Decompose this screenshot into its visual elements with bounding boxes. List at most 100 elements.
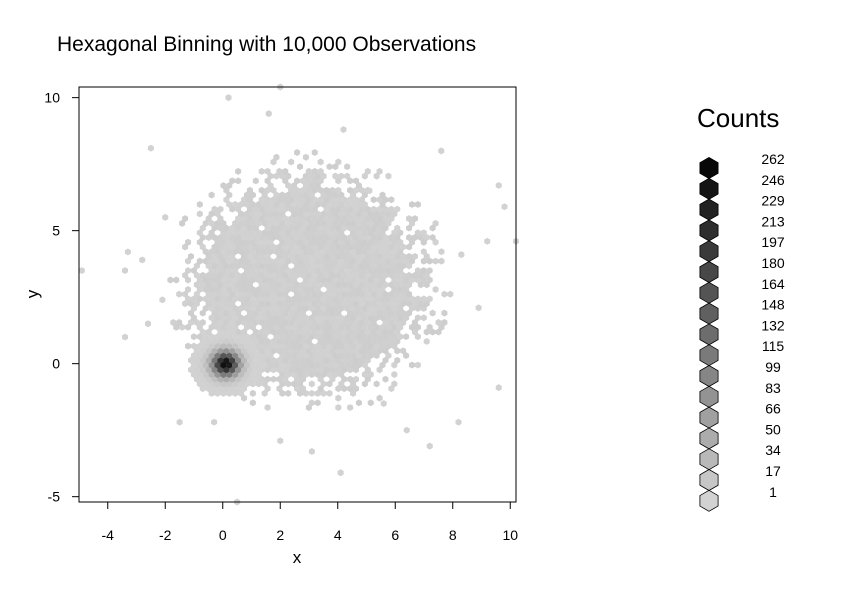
hex-cell (326, 371, 333, 378)
hex-cell (323, 262, 330, 270)
hex-cell (270, 205, 277, 213)
hex-cell (353, 186, 360, 194)
hex-cell (193, 300, 200, 308)
hex-cell (220, 333, 227, 341)
hex-cell (223, 252, 230, 260)
hex-cell (199, 328, 206, 336)
hex-cell (282, 319, 289, 326)
hex-cell (279, 314, 286, 322)
hex-cell (299, 262, 306, 270)
hex-cell (294, 177, 301, 185)
hex-cell (288, 366, 295, 374)
hex-cell (350, 380, 357, 388)
hex-cell (208, 229, 215, 237)
hex-cell (341, 385, 348, 393)
hex-cell (246, 262, 253, 270)
hex-cell (302, 323, 309, 331)
hex-cell (364, 366, 371, 374)
hex-cell (329, 196, 336, 204)
hex-cell (311, 234, 318, 241)
hex-cell (353, 366, 360, 374)
hex-cell (291, 304, 298, 312)
hex-cell (226, 361, 233, 369)
hex-cell (355, 352, 362, 360)
hex-cell (252, 319, 259, 326)
hex-cell (302, 361, 309, 369)
hex-cell (273, 210, 280, 218)
hex-cell (267, 248, 274, 256)
hex-cell (238, 229, 245, 237)
hex-cell (414, 229, 421, 237)
hex-cell (344, 248, 351, 256)
hex-cell (382, 224, 389, 232)
hex-cell (267, 200, 274, 208)
hex-cell (214, 267, 221, 275)
hex-cell (217, 243, 224, 251)
hex-cell (217, 319, 224, 326)
hex-cell (190, 295, 197, 303)
hex-cell (285, 248, 292, 256)
hex-cell (335, 319, 342, 326)
hex-cell (223, 347, 230, 355)
hex-cell (220, 286, 227, 293)
hex-cell (373, 229, 380, 237)
hex-cell (347, 300, 354, 308)
hex-cell (397, 267, 404, 275)
hex-cell (264, 366, 271, 374)
hex-cell (338, 229, 345, 237)
hex-cell (273, 191, 280, 199)
hex-cell (220, 295, 227, 303)
hex-cell (355, 304, 362, 312)
hex-cell (217, 234, 224, 241)
hex-cell (341, 252, 348, 260)
x-axis: -4 -2 0 2 4 6 8 10 (102, 501, 518, 543)
hex-cell (426, 295, 433, 303)
hex-cell (347, 205, 354, 213)
hex-cell (341, 215, 348, 223)
hex-cell (373, 304, 380, 312)
hex-cell (338, 333, 345, 341)
hex-cell (270, 347, 277, 355)
legend-hex (699, 385, 719, 408)
hex-cell (279, 248, 286, 256)
hex-cell (394, 234, 401, 241)
x-tick-label: 2 (276, 527, 284, 543)
hex-cell (358, 337, 365, 345)
hex-cell (223, 271, 230, 279)
hex-cell (211, 347, 218, 355)
hex-cell (232, 295, 239, 303)
hex-cell (364, 167, 371, 175)
hex-cell (361, 229, 368, 237)
hex-cell (288, 356, 295, 364)
hex-cell (226, 389, 233, 397)
legend-value: 213 (761, 213, 785, 229)
hex-cell (355, 210, 362, 218)
hex-cell (246, 290, 253, 298)
hex-cell (267, 342, 274, 350)
hex-cell (364, 319, 371, 326)
hex-cell (270, 262, 277, 270)
hex-cell (196, 286, 203, 293)
hex-cell (394, 205, 401, 213)
hex-cell (190, 267, 197, 275)
hex-cell (350, 276, 357, 284)
hex-cell (335, 243, 342, 251)
hex-cell (335, 196, 342, 204)
hex-cell (185, 267, 192, 275)
hex-cell (261, 238, 268, 246)
hex-cell (211, 271, 218, 279)
hex-cell (249, 238, 256, 246)
hex-cell (232, 380, 239, 388)
hex-cell (246, 215, 253, 223)
hex-cell (288, 252, 295, 260)
hex-cell (353, 243, 360, 251)
hex-cell (353, 252, 360, 260)
hex-cell (350, 267, 357, 275)
hex-cell (299, 281, 306, 289)
hex-cell (408, 276, 415, 284)
hex-cell (376, 262, 383, 270)
hex-cell (317, 215, 324, 223)
hex-cell-outlier (225, 94, 232, 102)
hex-cell (305, 328, 312, 336)
hex-cell (291, 182, 298, 190)
